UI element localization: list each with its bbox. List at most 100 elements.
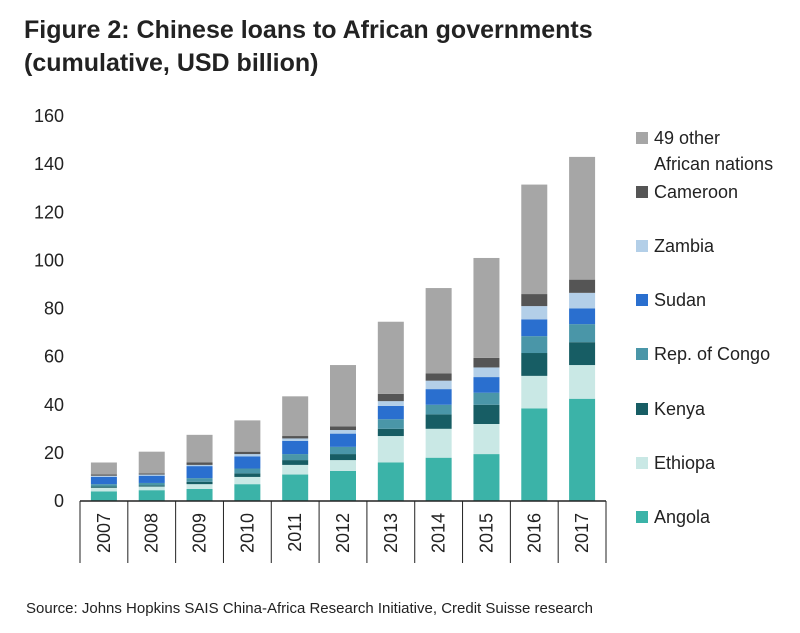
bar-segment-49-other-african-nations [234, 420, 261, 452]
bar-segment-sudan [138, 475, 165, 483]
legend-swatch-ethiopa [636, 457, 648, 469]
legend-swatch-sudan [636, 294, 648, 306]
bar-segment-kenya [425, 414, 452, 429]
bar-segment-sudan [234, 456, 261, 469]
bar-segment-angola [186, 488, 213, 501]
bar-segment-ethiopa [521, 375, 548, 409]
chart-title-line-2: (cumulative, USD billion) [24, 49, 319, 77]
chart-title: Figure 2: Chinese loans to African gover… [24, 14, 593, 80]
bar-segment-kenya [377, 428, 404, 437]
y-tick-label: 80 [44, 299, 64, 319]
y-tick-label: 100 [34, 250, 64, 270]
bar-segment-sudan [521, 319, 548, 337]
bar-segment-cameroon [473, 357, 500, 368]
bar-segment-49-other-african-nations [569, 156, 596, 280]
bar-segment-kenya [330, 454, 356, 461]
legend-swatch-kenya [636, 403, 648, 415]
legend-label-49-other-african-nations: 49 other [654, 128, 720, 148]
x-tick-label: 2009 [190, 513, 210, 553]
bar-segment-rep-of-congo [521, 336, 548, 354]
legend-label-zambia: Zambia [654, 236, 715, 256]
bar-segment-kenya [473, 404, 500, 424]
y-tick-label: 60 [44, 347, 64, 367]
bar-segment-zambia [377, 401, 404, 406]
bar-segment-sudan [282, 440, 309, 455]
bar-segment-zambia [186, 464, 213, 467]
legend-swatch-rep-of-congo [636, 348, 648, 360]
source-note: Source: Johns Hopkins SAIS China-Africa … [26, 600, 593, 617]
legend-swatch-angola [636, 511, 648, 523]
bar-segment-rep-of-congo [90, 484, 117, 487]
bar-segment-ethiopa [282, 464, 309, 475]
bar-segment-ethiopa [234, 476, 261, 485]
bar-segment-kenya [186, 481, 213, 485]
legend-swatch-cameroon [636, 186, 648, 198]
bar-segment-49-other-african-nations [186, 434, 213, 463]
bar-segment-angola [234, 484, 261, 501]
x-tick-label: 2012 [333, 513, 353, 553]
bar-segment-angola [521, 408, 548, 501]
bar-segment-cameroon [425, 373, 452, 381]
bar-segment-angola [425, 457, 452, 501]
bar-segment-zambia [90, 475, 117, 477]
y-tick-label: 40 [44, 395, 64, 415]
bar-segment-cameroon [282, 436, 309, 439]
bar-segment-49-other-african-nations [330, 365, 356, 427]
y-tick-label: 160 [34, 106, 64, 126]
bar-segment-rep-of-congo [569, 324, 596, 343]
bar-segment-ethiopa [569, 365, 596, 399]
chart-title-line-1: Figure 2: Chinese loans to African gover… [24, 16, 593, 44]
bar-segment-cameroon [138, 473, 165, 475]
y-tick-label: 0 [54, 491, 64, 511]
bar-segment-angola [330, 470, 356, 501]
bar-segment-rep-of-congo [330, 446, 356, 455]
x-tick-label: 2013 [381, 513, 401, 553]
bar-segment-49-other-african-nations [473, 257, 500, 358]
x-tick-label: 2011 [285, 513, 305, 552]
bar-segment-rep-of-congo [186, 478, 213, 482]
bar-segment-zambia [521, 306, 548, 320]
legend-label-kenya: Kenya [654, 399, 706, 419]
legend-label-ethiopa: Ethiopa [654, 453, 716, 473]
legend-label-49-other-african-nations: African nations [654, 154, 773, 174]
bar-segment-angola [282, 474, 309, 501]
bar-segment-angola [569, 398, 596, 501]
bar-segment-rep-of-congo [425, 404, 452, 415]
bar-segment-sudan [569, 308, 596, 325]
bar-segment-ethiopa [473, 424, 500, 455]
bar-segment-kenya [569, 342, 596, 366]
bar-segment-zambia [473, 367, 500, 378]
bar-segment-rep-of-congo [138, 482, 165, 486]
bar-segment-rep-of-congo [377, 419, 404, 429]
bar-segment-49-other-african-nations [282, 396, 309, 437]
bar-segment-ethiopa [377, 436, 404, 463]
legend-label-angola: Angola [654, 507, 711, 527]
bar-segment-kenya [282, 460, 309, 465]
bar-segment-sudan [90, 476, 117, 485]
legend-label-sudan: Sudan [654, 290, 706, 310]
bar-segment-cameroon [521, 294, 548, 307]
bar-segment-rep-of-congo [282, 454, 309, 461]
bar-segment-zambia [425, 380, 452, 390]
y-tick-label: 20 [44, 443, 64, 463]
bar-segment-zambia [282, 438, 309, 441]
bar-segment-49-other-african-nations [138, 451, 165, 474]
bar-segment-ethiopa [425, 428, 452, 458]
x-tick-label: 2017 [572, 513, 592, 553]
bar-segment-sudan [330, 433, 356, 447]
x-tick-label: 2016 [524, 513, 544, 553]
bar-segment-zambia [569, 292, 596, 309]
bar-segment-cameroon [377, 393, 404, 402]
bar-segment-49-other-african-nations [377, 321, 404, 394]
bar-segment-angola [473, 454, 500, 501]
bar-segment-kenya [90, 486, 117, 488]
bar-segment-49-other-african-nations [425, 288, 452, 374]
bar-segment-angola [90, 491, 117, 501]
bar-segment-kenya [138, 485, 165, 487]
bar-segment-angola [138, 490, 165, 501]
bar-segment-angola [377, 462, 404, 501]
bar-segment-zambia [138, 474, 165, 476]
bar-segment-ethiopa [138, 486, 165, 491]
y-tick-label: 140 [34, 154, 64, 174]
legend-label-rep-of-congo: Rep. of Congo [654, 344, 770, 364]
